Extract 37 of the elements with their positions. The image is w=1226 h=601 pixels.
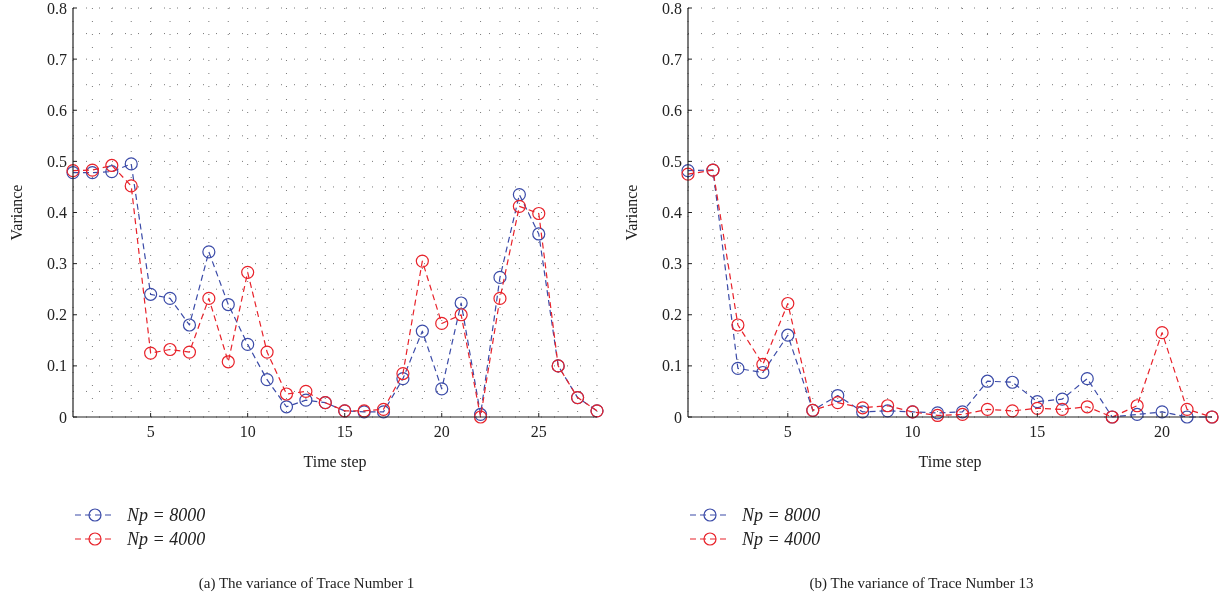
y-axis-title: Variance (623, 184, 640, 241)
legend-label: Np = 4000 (126, 529, 206, 550)
y-tick-label: 0.3 (662, 255, 682, 273)
x-tick-label: 20 (1154, 423, 1171, 440)
x-tick-label: 25 (530, 423, 547, 440)
text: (b) The variance of Trace Number 13 (809, 575, 1034, 592)
y-tick-label: 0 (674, 408, 682, 426)
y-tick-label: 0.1 (662, 357, 682, 375)
y-axis-title: Variance (8, 184, 25, 241)
y-tick-label: 0.4 (662, 204, 682, 222)
x-tick-label: 10 (904, 423, 921, 440)
y-tick-label: 0.8 (662, 0, 682, 17)
x-tick-label: 15 (336, 423, 353, 440)
y-tick-label: 0.4 (47, 204, 67, 222)
x-tick-label: 10 (239, 423, 256, 440)
x-tick-label: 5 (783, 423, 792, 440)
y-tick-label: 0 (59, 408, 67, 426)
legend-label: Np = 4000 (741, 529, 821, 550)
y-tick-label: 0.5 (47, 152, 67, 170)
y-tick-label: 0.7 (47, 50, 67, 68)
y-tick-label: 0.6 (47, 101, 67, 119)
x-axis-title: Time step (918, 453, 982, 471)
y-tick-label: 0.2 (662, 306, 682, 324)
y-tick-label: 0.1 (47, 357, 67, 375)
x-tick-label: 20 (433, 423, 450, 440)
y-tick-label: 0.8 (47, 0, 67, 17)
y-tick-label: 0.3 (47, 255, 67, 273)
y-tick-label: 0.5 (662, 152, 682, 170)
x-tick-label: 15 (1029, 423, 1046, 440)
y-tick-label: 0.7 (662, 50, 682, 68)
text: (a) The variance of Trace Number 1 (198, 575, 415, 592)
x-axis-title: Time step (303, 453, 367, 471)
x-tick-label: 5 (146, 423, 155, 440)
legend-label: Np = 8000 (741, 505, 821, 526)
y-tick-label: 0.6 (662, 101, 682, 119)
legend-label: Np = 8000 (126, 505, 206, 526)
y-tick-label: 0.2 (47, 306, 67, 324)
